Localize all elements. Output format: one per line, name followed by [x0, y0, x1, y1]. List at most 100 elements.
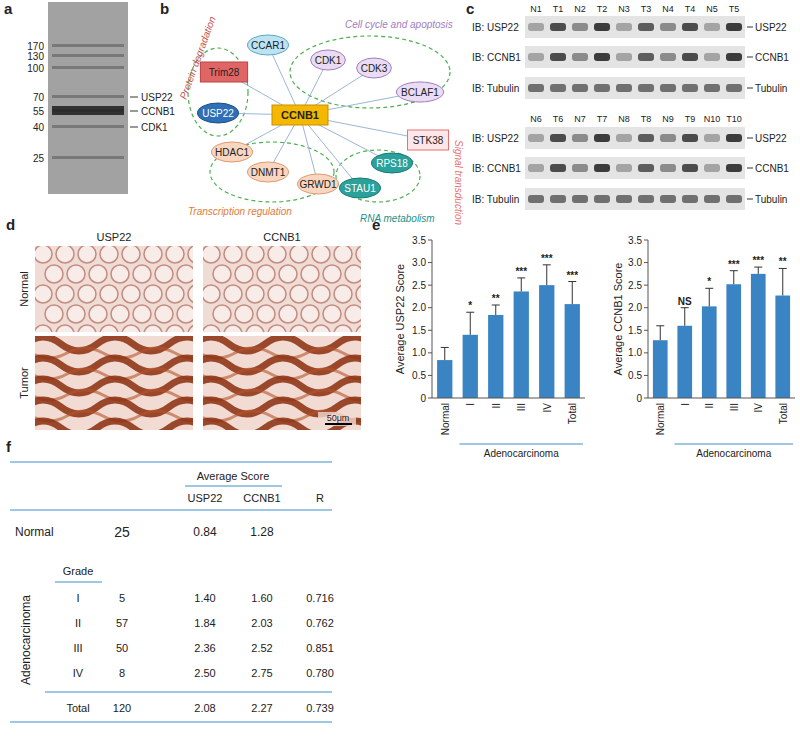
category-label: Total: [567, 403, 578, 424]
marker-label: 40: [33, 122, 45, 133]
error-bar: [543, 265, 551, 285]
gland: [301, 305, 319, 323]
band: [726, 195, 742, 203]
gland: [188, 285, 193, 303]
bar: [775, 296, 790, 398]
significance: ***: [541, 253, 553, 264]
group-outline: [336, 150, 420, 202]
panel-label: b: [160, 0, 169, 17]
column-label: USP22: [97, 231, 132, 243]
protein-label: Tubulin: [755, 194, 787, 205]
tick-label: 2.0: [628, 302, 642, 313]
node-label: CDK3: [361, 63, 388, 74]
tick: [428, 330, 432, 331]
band: [616, 53, 632, 61]
node: [396, 82, 443, 102]
gland: [100, 285, 118, 303]
tick: [428, 307, 432, 308]
gland: [177, 265, 193, 283]
error-bar: [754, 267, 762, 274]
tick: [644, 240, 648, 241]
group-label: Adenocarcinoma: [19, 595, 33, 685]
cell: 2.52: [251, 642, 272, 654]
lane-label: T9: [685, 114, 696, 124]
marker-label: 55: [33, 106, 45, 117]
gland: [203, 325, 220, 332]
group-label: Signal transduction: [453, 140, 464, 225]
ihc-image: [35, 246, 193, 332]
band: [528, 23, 544, 31]
band: [52, 95, 124, 98]
gland: [67, 265, 85, 283]
band: [594, 23, 610, 31]
cell: 1.84: [194, 617, 215, 629]
tick: [428, 398, 432, 399]
error-bar: [441, 347, 449, 360]
band: [704, 195, 720, 203]
band: [52, 66, 124, 69]
group-outline: [290, 36, 450, 108]
gland: [257, 265, 275, 283]
node: [200, 62, 247, 82]
significance: ***: [566, 270, 578, 281]
gland: [56, 246, 74, 263]
tick: [428, 262, 432, 263]
lane-label: N1: [530, 4, 542, 14]
gland: [345, 265, 361, 283]
significance: ***: [515, 266, 527, 277]
error-bar: [779, 268, 787, 295]
gland: [334, 246, 352, 263]
gland: [290, 246, 308, 263]
band: [726, 84, 742, 92]
category-label: III: [729, 403, 740, 411]
gland: [235, 305, 253, 323]
gland: [89, 305, 107, 323]
gel: [48, 2, 128, 194]
node: [340, 178, 381, 198]
blot-label: IB: Tubulin: [472, 194, 519, 205]
y-axis: [648, 240, 649, 398]
gland: [235, 265, 253, 283]
lane-label: T3: [641, 4, 652, 14]
node: [298, 174, 339, 194]
band: [528, 53, 544, 61]
band: [550, 84, 566, 92]
gland: [345, 305, 361, 323]
cell: 57: [116, 617, 128, 629]
band-pointer: [130, 127, 138, 128]
cell: 2.50: [194, 667, 215, 679]
bar: [751, 274, 766, 398]
node-label: USP22: [202, 108, 234, 119]
node: [357, 58, 392, 78]
gland: [268, 325, 286, 332]
category-label: IV: [542, 403, 553, 413]
gland: [100, 246, 118, 263]
row-label: I: [76, 592, 79, 604]
gland: [312, 325, 330, 332]
marker-label: 100: [27, 63, 44, 74]
scale-bg: [318, 412, 356, 426]
lane-label: T5: [729, 4, 740, 14]
tick: [644, 330, 648, 331]
band: [704, 84, 720, 92]
group-label: Cell cycle and apoptosis: [345, 19, 453, 30]
band: [726, 164, 742, 172]
cell: 0.84: [193, 525, 217, 539]
gland: [35, 246, 52, 263]
band: [616, 134, 632, 142]
tick-label: 2.0: [412, 302, 426, 313]
tick-label: 3.0: [628, 257, 642, 268]
gland: [188, 246, 193, 263]
band: [682, 84, 698, 92]
gland: [155, 305, 173, 323]
gland: [111, 305, 129, 323]
row-label: Tumor: [18, 367, 30, 399]
tick: [644, 307, 648, 308]
band: [726, 53, 742, 61]
grade-header: Grade: [63, 565, 94, 577]
lane-label: N5: [706, 4, 718, 14]
tick: [644, 375, 648, 376]
row-label: Normal: [18, 271, 30, 306]
rule: [10, 509, 332, 510]
marker-label: 130: [27, 51, 44, 62]
